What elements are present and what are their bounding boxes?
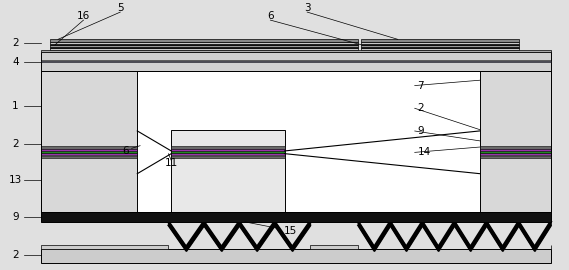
Bar [50, 47, 358, 48]
Bar [50, 42, 358, 44]
Bar [41, 71, 551, 212]
Text: 16: 16 [77, 11, 90, 21]
Bar [480, 150, 551, 153]
Bar [41, 71, 137, 212]
Text: 3: 3 [304, 3, 311, 13]
Bar [41, 249, 551, 263]
Bar [50, 39, 358, 42]
Bar [480, 153, 551, 155]
Bar [41, 245, 168, 249]
Bar [50, 48, 358, 50]
Bar [480, 156, 551, 158]
Bar [41, 59, 551, 60]
Bar [171, 153, 284, 155]
Bar [171, 146, 284, 149]
Text: 4: 4 [12, 56, 19, 66]
Bar [50, 44, 358, 45]
Bar [41, 148, 137, 151]
Bar [361, 44, 519, 45]
Bar [361, 48, 519, 50]
Text: 13: 13 [9, 176, 22, 185]
Text: 5: 5 [117, 3, 123, 13]
Bar [41, 146, 137, 149]
Bar [41, 50, 551, 52]
Bar [480, 146, 551, 149]
Text: 2: 2 [12, 38, 19, 48]
Text: 1: 1 [12, 101, 19, 111]
Bar [480, 148, 551, 151]
Text: 9: 9 [12, 211, 19, 221]
Bar [41, 52, 551, 71]
Bar [50, 45, 358, 47]
Text: 6: 6 [267, 11, 274, 21]
Bar [480, 71, 551, 212]
Bar [361, 39, 519, 42]
Bar [41, 156, 137, 158]
Bar [310, 245, 358, 249]
Text: 11: 11 [164, 158, 178, 168]
Bar [171, 150, 284, 153]
Bar [361, 45, 519, 47]
Bar [41, 61, 551, 62]
Bar [171, 130, 284, 212]
Bar [361, 47, 519, 48]
Text: 14: 14 [418, 147, 431, 157]
Bar [171, 148, 284, 151]
Bar [41, 212, 551, 222]
Bar [171, 156, 284, 158]
Text: 2: 2 [12, 250, 19, 260]
Bar [41, 150, 137, 153]
Bar [41, 71, 551, 212]
Text: 7: 7 [418, 80, 424, 90]
Text: 6: 6 [123, 146, 129, 156]
Text: 9: 9 [418, 126, 424, 136]
Text: 2: 2 [418, 103, 424, 113]
Text: 2: 2 [12, 139, 19, 149]
Bar [41, 153, 137, 155]
Text: 15: 15 [283, 226, 297, 236]
Bar [361, 42, 519, 44]
